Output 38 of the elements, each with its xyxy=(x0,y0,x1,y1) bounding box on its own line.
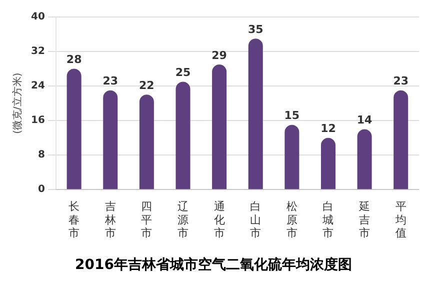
x-tick-label: 长春市 xyxy=(68,200,80,240)
bar xyxy=(394,90,408,190)
text: 2016年吉林省城市空气二氧化硫年均浓度图 xyxy=(75,256,352,274)
x-tick-label: 白城市 xyxy=(322,200,334,240)
bar xyxy=(176,82,190,190)
bar xyxy=(103,90,118,190)
x-tick-label: 吉林市 xyxy=(104,200,116,240)
y-tick-label: 8 xyxy=(38,150,45,161)
bar xyxy=(139,94,154,190)
x-tick-label: 白山市 xyxy=(250,200,262,240)
data-label: 22 xyxy=(139,79,154,92)
data-label: 14 xyxy=(356,114,373,127)
x-tick-label: 通化市 xyxy=(214,200,225,240)
y-tick-label: 0 xyxy=(38,184,45,196)
x-tick-label: 延吉市 xyxy=(358,200,370,240)
x-tick-label: 平均值 xyxy=(394,200,406,240)
bar xyxy=(357,129,372,190)
data-label: 25 xyxy=(175,66,191,80)
y-tick-label: 16 xyxy=(30,115,45,126)
bar xyxy=(212,64,227,190)
bar xyxy=(320,138,336,190)
data-label: 23 xyxy=(393,74,408,88)
y-tick-label: 24 xyxy=(30,80,45,92)
data-label: 23 xyxy=(102,74,118,88)
x-tick-label: 松原市 xyxy=(286,200,298,240)
y-tick-label: 40 xyxy=(30,12,45,23)
data-label: 12 xyxy=(320,122,336,136)
x-tick-label: 四平市 xyxy=(141,200,152,240)
y-tick-label: 32 xyxy=(30,46,45,58)
data-label: 15 xyxy=(284,109,300,122)
y-axis-title: (微克/立方米) xyxy=(12,72,24,134)
data-label: 28 xyxy=(66,53,82,66)
x-tick-label: 辽源市 xyxy=(177,200,188,240)
bar xyxy=(284,124,300,190)
bar xyxy=(66,68,82,190)
data-label: 29 xyxy=(212,48,227,62)
bar xyxy=(248,38,263,190)
data-label: 35 xyxy=(248,22,264,36)
